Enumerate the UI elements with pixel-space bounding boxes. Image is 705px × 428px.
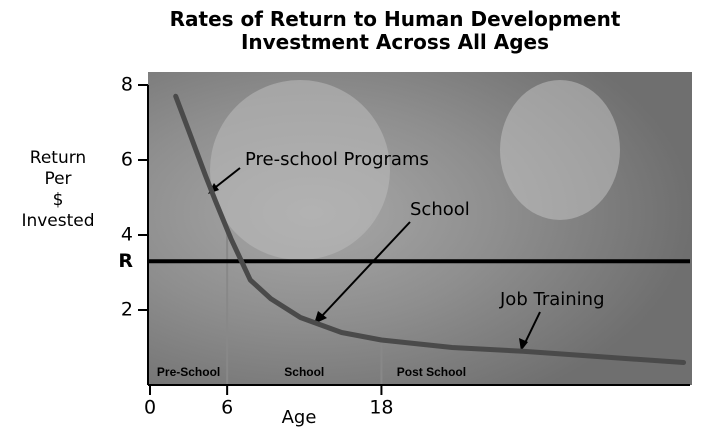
photo-shape bbox=[500, 80, 620, 220]
x-tick-label: 0 bbox=[144, 397, 156, 419]
x-axis-label: Age bbox=[282, 407, 317, 428]
annotation: Job Training bbox=[499, 289, 605, 310]
y-tick-label: 6 bbox=[121, 149, 133, 171]
y-tick-label: 2 bbox=[121, 299, 133, 321]
chart: Pre-school Programs School Job Training … bbox=[0, 0, 705, 428]
y-tick-label: 4 bbox=[121, 224, 133, 246]
y-tick-label: 8 bbox=[121, 74, 133, 96]
region-label: School bbox=[284, 365, 324, 379]
page: Rates of Return to Human Development Inv… bbox=[0, 0, 705, 428]
region-label: Pre-School bbox=[157, 365, 220, 379]
annotation: School bbox=[410, 199, 470, 220]
region-label: Post School bbox=[397, 365, 466, 379]
annotation: Pre-school Programs bbox=[245, 149, 429, 170]
x-tick-label: 6 bbox=[221, 397, 233, 419]
reference-label: R bbox=[118, 250, 133, 272]
x-tick-label: 18 bbox=[369, 397, 393, 419]
